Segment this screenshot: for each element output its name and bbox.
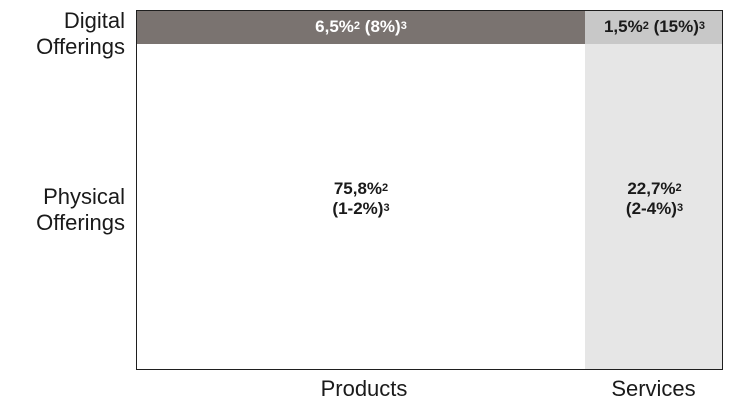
- growth-footnote: 3: [400, 20, 407, 32]
- cell-digital-products-label: 6,5%2 (8%)3: [137, 17, 585, 37]
- share-footnote: 2: [675, 182, 682, 194]
- cell-physical-products-label: 75,8%2 (1-2%)3: [137, 179, 585, 219]
- column-label-products: Products: [320, 376, 408, 401]
- cell-physical-products: 75,8%2 (1-2%)3: [137, 44, 585, 369]
- row-label-digital-line1: Digital: [63, 8, 125, 33]
- share-value: 75,8%: [333, 179, 383, 198]
- growth-value: (8%): [364, 17, 401, 36]
- row-label-digital: Digital Offerings: [36, 8, 125, 60]
- cell-digital-services-label: 1,5%2 (15%)3: [585, 17, 722, 37]
- growth-footnote: 3: [698, 20, 706, 32]
- row-label-physical: Physical Offerings: [36, 184, 125, 236]
- growth-value: (1-2%): [332, 199, 384, 218]
- share-footnote: 2: [642, 20, 649, 32]
- cell-physical-services: 22,7%2 (2-4%)3: [585, 44, 722, 369]
- share-value: 6,5%: [315, 17, 354, 36]
- growth-value: (2-4%): [625, 199, 677, 218]
- row-label-physical-line1: Physical: [43, 184, 125, 209]
- share-value: 22,7%: [627, 179, 676, 198]
- share-footnote: 2: [382, 182, 389, 194]
- column-label-services: Services: [611, 376, 696, 401]
- share-value: 1,5%: [603, 17, 643, 36]
- cell-physical-services-label: 22,7%2 (2-4%)3: [585, 179, 722, 219]
- row-label-digital-line2: Offerings: [36, 34, 125, 59]
- growth-footnote: 3: [676, 202, 684, 214]
- matrix-frame: 6,5%2 (8%)3 1,5%2 (15%)3 75,8%2 (1-2%)3 …: [136, 10, 723, 370]
- row-label-physical-line2: Offerings: [36, 210, 125, 235]
- growth-footnote: 3: [383, 202, 390, 214]
- growth-value: (15%): [653, 17, 699, 36]
- share-footnote: 2: [353, 20, 361, 32]
- cell-digital-services: 1,5%2 (15%)3: [585, 11, 722, 44]
- cell-digital-products: 6,5%2 (8%)3: [137, 11, 585, 44]
